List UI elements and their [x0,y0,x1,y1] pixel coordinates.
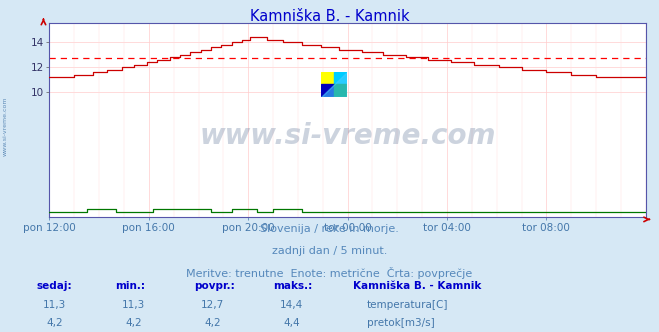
Text: 14,4: 14,4 [280,300,304,310]
Text: temperatura[C]: temperatura[C] [367,300,449,310]
Polygon shape [321,72,347,97]
Text: 4,2: 4,2 [125,318,142,328]
Text: Meritve: trenutne  Enote: metrične  Črta: povprečje: Meritve: trenutne Enote: metrične Črta: … [186,267,473,279]
Bar [334,72,347,84]
Text: min.:: min.: [115,281,146,290]
Text: 12,7: 12,7 [201,300,225,310]
Bar [334,84,347,97]
Text: www.si-vreme.com: www.si-vreme.com [200,122,496,150]
Text: Kamniška B. - Kamnik: Kamniška B. - Kamnik [353,281,481,290]
Text: zadnji dan / 5 minut.: zadnji dan / 5 minut. [272,246,387,256]
Text: povpr.:: povpr.: [194,281,235,290]
Text: maks.:: maks.: [273,281,313,290]
Text: 4,4: 4,4 [283,318,301,328]
Text: sedaj:: sedaj: [36,281,72,290]
Text: Kamniška B. - Kamnik: Kamniška B. - Kamnik [250,9,409,24]
Bar [321,72,334,84]
Text: 11,3: 11,3 [122,300,146,310]
Text: www.si-vreme.com: www.si-vreme.com [3,96,8,156]
Text: 4,2: 4,2 [46,318,63,328]
Text: pretok[m3/s]: pretok[m3/s] [367,318,435,328]
Bar [321,84,334,97]
Text: 4,2: 4,2 [204,318,221,328]
Text: 11,3: 11,3 [43,300,67,310]
Text: Slovenija / reke in morje.: Slovenija / reke in morje. [260,224,399,234]
